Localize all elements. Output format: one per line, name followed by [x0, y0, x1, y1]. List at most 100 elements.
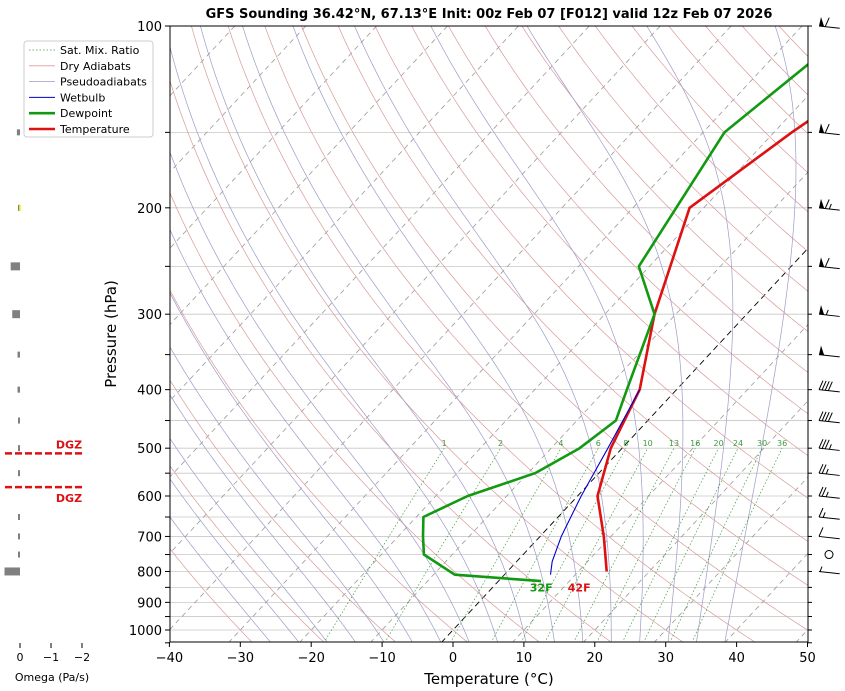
x-tick-label: 10 — [516, 651, 533, 666]
x-tick-label: −10 — [368, 651, 395, 666]
omega-bar — [18, 445, 20, 452]
mixing-ratio-line — [490, 448, 599, 642]
mixing-ratio-label: 36 — [777, 439, 787, 448]
omega-bar — [17, 386, 20, 393]
barb-staff — [818, 535, 840, 540]
mixing-ratio-label: 13 — [669, 439, 679, 448]
legend-label: Dry Adiabats — [60, 60, 131, 73]
barb-pennant — [819, 123, 825, 133]
barb-flag — [827, 412, 833, 422]
barb-flag — [818, 507, 824, 518]
omega-axis-label: Omega (Pa/s) — [15, 671, 89, 684]
mixing-ratio-label: 24 — [733, 439, 743, 448]
y-tick-label: 500 — [137, 442, 162, 457]
barb-flag — [824, 381, 830, 391]
x-tick-label: −20 — [297, 651, 324, 666]
mixing-ratio-line — [691, 448, 783, 642]
dry-adiabat — [484, 26, 808, 373]
axes: −40 −30 −20 −10 0 10 20 30 40 50 100 200 300 400 500 60… — [129, 20, 816, 666]
mixing-ratio-label: 16 — [690, 439, 700, 448]
barb-pennant — [819, 305, 825, 315]
dry-adiabat — [264, 26, 808, 631]
y-axis-label: Pressure (hPa) — [102, 280, 120, 388]
barb-staff — [818, 472, 840, 476]
mixing-ratio-line — [643, 448, 739, 642]
dry-adiabat — [170, 79, 612, 642]
barb-flag — [824, 17, 830, 27]
dry-adiabat — [803, 13, 845, 643]
omega-bar — [4, 567, 20, 576]
omega-bar — [18, 470, 20, 477]
barb-flag — [821, 380, 827, 391]
legend-label: Temperature — [59, 123, 130, 136]
omega-bar — [12, 310, 20, 319]
pseudoadiabat — [430, 26, 644, 642]
mixing-ratio-label: 20 — [714, 439, 724, 448]
isotherm-line — [512, 323, 808, 642]
pseudoadiabat — [242, 26, 555, 642]
omega-panel: 0 −1 −2 DGZ DGZ — [4, 129, 90, 664]
wind-barb — [818, 380, 840, 393]
barb-half-flag — [822, 512, 826, 518]
barb-flag — [818, 486, 824, 497]
wind-barb — [818, 17, 840, 29]
pseudoadiabat — [170, 478, 300, 642]
y-tick-label: 600 — [137, 490, 162, 505]
legend-box — [23, 40, 154, 138]
wind-barb — [818, 463, 840, 476]
pseudoadiabat — [170, 516, 271, 642]
isotherm-line — [170, 26, 732, 630]
omega-bar — [18, 417, 20, 424]
mixing-ratio-line — [450, 448, 562, 642]
barb-staff — [818, 25, 840, 29]
isotherm-line — [653, 476, 808, 642]
sounding-curves: 32F 42F — [421, 62, 808, 594]
barb-half-flag — [828, 203, 832, 210]
y-tick-label: 1000 — [129, 624, 162, 639]
barb-pennant — [819, 345, 825, 356]
pseudoadiabat — [170, 228, 442, 642]
omega-bar — [10, 262, 20, 271]
mixing-ratio-label: 8 — [623, 439, 628, 448]
chart-title: GFS Sounding 36.42°N, 67.13°E Init: 00z … — [206, 7, 773, 22]
pseudoadiabat — [526, 26, 684, 642]
omega-marker — [19, 204, 21, 211]
omega-tick-label: −2 — [74, 651, 90, 664]
barb-half-flag — [819, 566, 823, 572]
wind-barb — [818, 305, 840, 317]
wind-barb — [818, 411, 840, 424]
mixing-ratio-line — [323, 448, 445, 642]
pseudoadiabat — [170, 45, 498, 642]
y-tick-label: 800 — [137, 565, 162, 580]
mixing-ratio-label: 6 — [596, 439, 601, 448]
dry-adiabat — [374, 26, 808, 499]
pseudoadiabat — [354, 26, 612, 642]
pseudoadiabat — [646, 26, 734, 642]
mixing-ratio-label: 4 — [558, 439, 563, 448]
barb-staff — [818, 570, 840, 575]
y-tick-label: 700 — [137, 530, 162, 545]
pseudoadiabat — [724, 26, 797, 642]
y-tick-label: 200 — [137, 202, 162, 217]
barb-flag — [818, 380, 824, 390]
surface-temperature-label: 42F — [568, 581, 591, 594]
mixing-ratio-label: 1 — [442, 439, 447, 448]
wind-barb — [818, 507, 840, 520]
omega-bar — [18, 533, 20, 540]
barb-flag — [821, 439, 827, 449]
dry-adiabat — [170, 465, 325, 642]
series-dewpoint — [421, 62, 808, 583]
barb-staff — [818, 131, 840, 136]
omega-tick-label: −1 — [43, 651, 59, 664]
pseudoadiabat — [170, 292, 413, 642]
dry-adiabat — [558, 26, 808, 292]
pseudoadiabat — [170, 438, 328, 642]
isotherm-line — [441, 247, 808, 642]
dry-adiabat — [521, 26, 808, 333]
barb-flag — [821, 411, 827, 422]
y-tick-label: 100 — [137, 20, 162, 35]
x-tick-label: 40 — [728, 651, 745, 666]
legend-label: Dewpoint — [60, 107, 113, 120]
dry-adiabat — [227, 26, 756, 642]
